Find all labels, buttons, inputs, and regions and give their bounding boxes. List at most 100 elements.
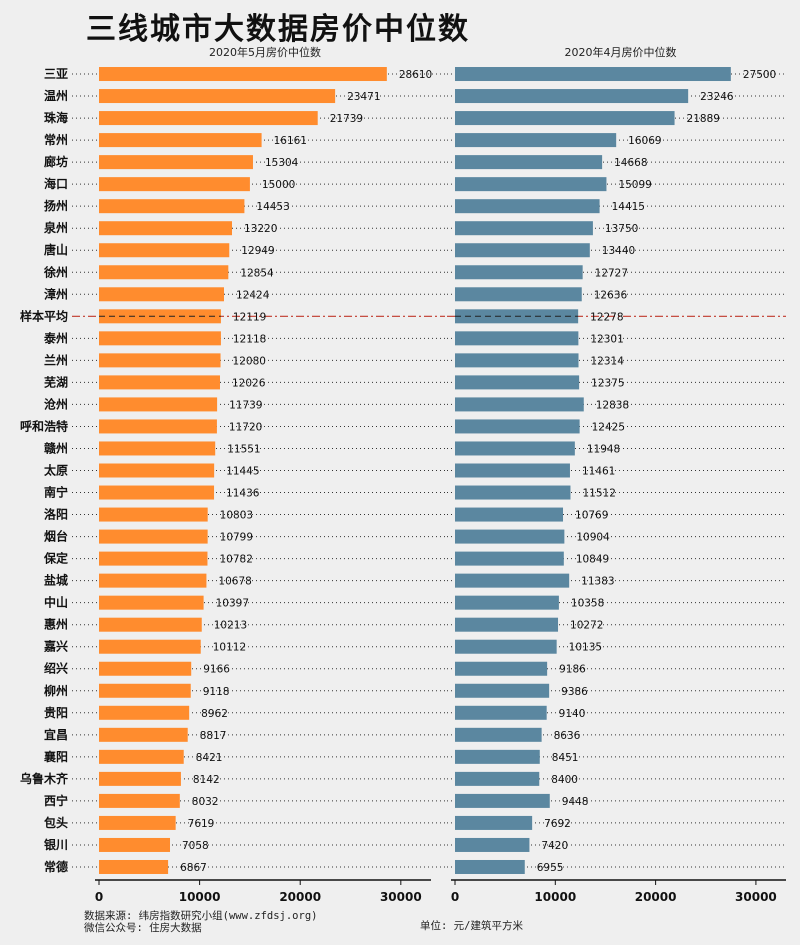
value-label-apr: 10358 — [571, 598, 604, 610]
category-label: 三亚 — [44, 67, 68, 81]
value-label-apr: 12425 — [592, 421, 625, 433]
bar-apr — [455, 89, 689, 104]
value-label-apr: 11383 — [581, 576, 614, 588]
category-label: 扬州 — [44, 198, 68, 213]
bar-apr — [455, 419, 580, 434]
bar-apr — [455, 859, 525, 874]
bar-may — [99, 419, 217, 434]
x-tick-label-may: 20000 — [279, 890, 321, 904]
bar-apr — [455, 265, 583, 280]
bar-may — [99, 485, 215, 500]
value-label-apr: 9386 — [561, 686, 588, 698]
value-label-may: 21739 — [330, 113, 363, 125]
category-label: 常州 — [44, 132, 68, 147]
value-label-may: 13220 — [244, 223, 277, 235]
category-label: 洛阳 — [44, 507, 68, 522]
value-label-may: 10397 — [216, 598, 249, 610]
bar-may — [99, 595, 204, 610]
bar-apr — [455, 67, 731, 82]
bar-apr — [455, 595, 559, 610]
bar-apr — [455, 507, 564, 522]
bar-may — [99, 815, 176, 830]
category-label: 泰州 — [43, 330, 68, 345]
value-label-may: 28610 — [399, 69, 432, 81]
bar-apr — [455, 177, 607, 192]
bar-apr — [455, 639, 557, 654]
bar-may — [99, 353, 221, 368]
source-note: 数据来源: 纬房指数研究小组(www.zfdsj.org) — [84, 910, 318, 922]
bar-may — [99, 265, 229, 280]
value-label-apr: 12278 — [590, 311, 623, 323]
bar-may — [99, 331, 221, 346]
bar-may — [99, 243, 230, 258]
category-label: 保定 — [43, 551, 68, 566]
category-label: 贵阳 — [44, 705, 68, 720]
value-label-may: 10803 — [220, 510, 253, 522]
value-label-apr: 15099 — [618, 179, 651, 191]
value-label-may: 9166 — [203, 664, 230, 676]
value-label-apr: 14415 — [612, 201, 645, 213]
category-label: 盐城 — [44, 573, 68, 588]
category-label: 海口 — [44, 176, 68, 191]
bar-may — [99, 375, 220, 390]
bar-may — [99, 683, 191, 698]
category-label: 兰州 — [44, 352, 68, 367]
bar-may — [99, 859, 169, 874]
value-label-may: 23471 — [347, 91, 380, 103]
value-label-may: 11445 — [226, 466, 259, 478]
value-label-may: 8032 — [192, 796, 219, 808]
bar-apr — [455, 397, 584, 412]
bar-apr — [455, 243, 590, 258]
value-label-may: 10799 — [220, 532, 253, 544]
value-label-may: 8962 — [201, 708, 228, 720]
bar-apr — [455, 661, 548, 676]
value-label-may: 8421 — [196, 752, 223, 764]
category-label: 漳州 — [44, 286, 68, 301]
value-label-may: 11551 — [227, 443, 260, 455]
category-label: 温州 — [44, 89, 68, 103]
value-label-may: 15000 — [262, 179, 295, 191]
value-label-may: 7619 — [188, 818, 215, 830]
bar-may — [99, 463, 215, 478]
value-label-apr: 9140 — [559, 708, 586, 720]
bar-apr — [455, 463, 570, 478]
value-label-apr: 11512 — [582, 488, 615, 500]
bar-may — [99, 661, 192, 676]
value-label-apr: 12838 — [596, 399, 629, 411]
bar-may — [99, 67, 387, 82]
value-label-may: 12118 — [233, 333, 266, 345]
value-label-apr: 16069 — [628, 135, 661, 147]
bar-apr — [455, 837, 530, 852]
bar-may — [99, 287, 224, 302]
value-label-may: 12080 — [233, 355, 266, 367]
category-label: 样本平均 — [20, 308, 68, 323]
bar-may — [99, 749, 184, 764]
bar-apr — [455, 529, 565, 544]
bar-apr — [455, 441, 575, 456]
bar-may — [99, 617, 202, 632]
category-label: 徐州 — [43, 264, 68, 279]
value-label-apr: 8451 — [552, 752, 579, 764]
value-label-apr: 7420 — [541, 840, 568, 852]
category-label: 烟台 — [44, 529, 68, 544]
bar-may — [99, 573, 207, 588]
category-label: 柳州 — [44, 683, 68, 698]
bar-may — [99, 837, 171, 852]
category-label: 赣州 — [44, 440, 68, 455]
category-label: 嘉兴 — [43, 639, 68, 654]
chart-title: 三线城市大数据房价中位数 — [86, 12, 470, 47]
value-label-apr: 12375 — [591, 377, 624, 389]
category-label: 襄阳 — [43, 749, 68, 764]
bar-apr — [455, 353, 579, 368]
category-label: 常德 — [44, 859, 68, 874]
value-label-apr: 8636 — [554, 730, 581, 742]
bar-apr — [455, 573, 570, 588]
wechat-note: 微信公众号: 住房大数据 — [84, 922, 202, 934]
bar-may — [99, 397, 218, 412]
category-label: 芜湖 — [44, 374, 68, 389]
category-label: 包头 — [43, 815, 68, 830]
category-label: 南宁 — [44, 485, 68, 500]
bar-may — [99, 133, 262, 148]
category-label: 太原 — [44, 463, 68, 478]
